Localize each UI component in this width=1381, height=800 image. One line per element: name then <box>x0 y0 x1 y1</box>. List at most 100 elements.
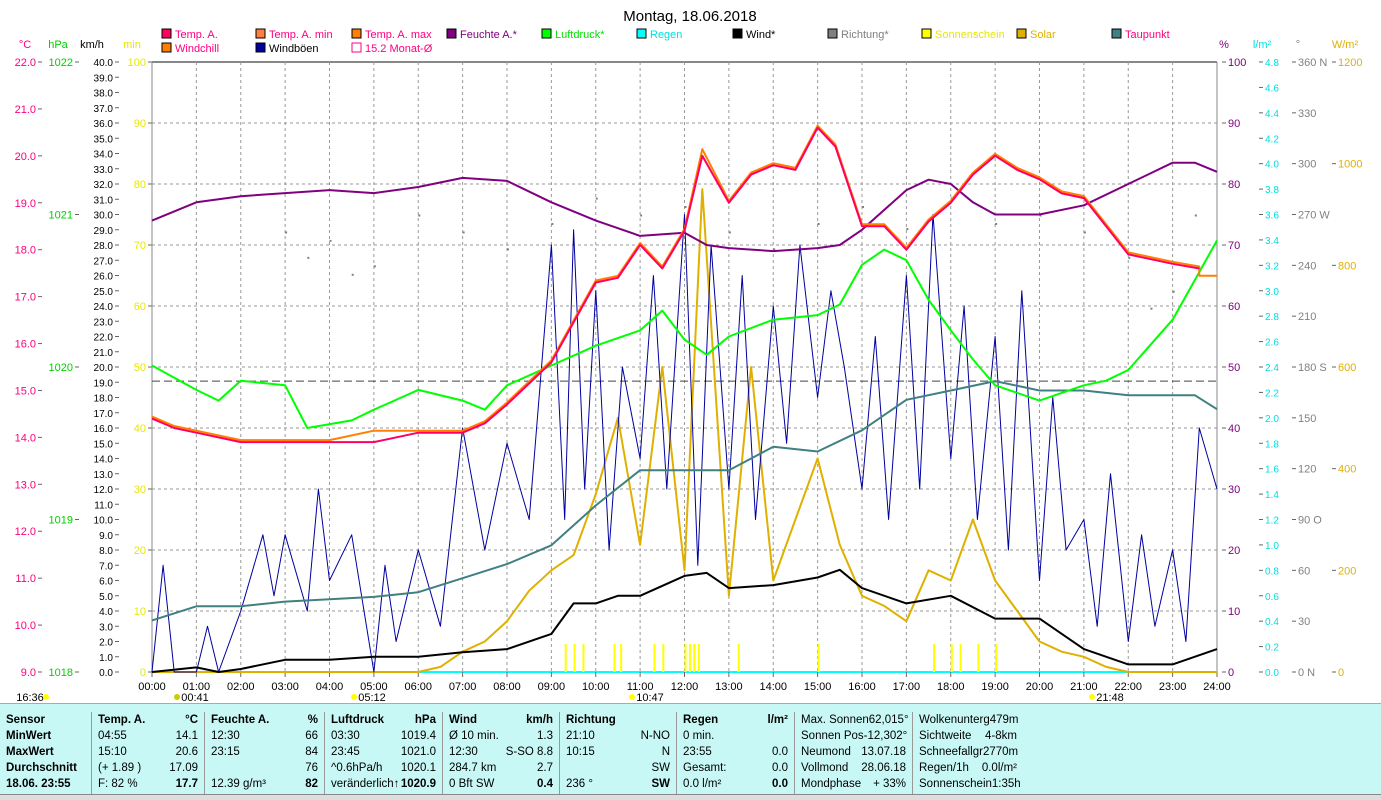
summary-row: Regen l/m² <box>683 712 788 728</box>
chart-title: Montag, 18.06.2018 <box>623 8 756 25</box>
axis-tick-label-temp: 19.0 <box>15 198 36 210</box>
axis-tick-label-min: 50 <box>134 362 146 374</box>
axis-tick-label-dir: 60 <box>1298 565 1310 577</box>
summary-row: Max. Sonnen 62,015° <box>801 712 909 728</box>
x-tick-label: 10:00 <box>582 681 610 693</box>
summary-cell: 12:30 <box>449 746 478 758</box>
axis-tick-label-min: 70 <box>134 240 146 252</box>
axis-tick-label-hum: 40 <box>1228 423 1240 435</box>
axis-tick-label-hum: 80 <box>1228 179 1240 191</box>
sunshine-bar <box>653 644 656 672</box>
x-tick-label: 14:00 <box>759 681 787 693</box>
summary-row: Mondphase + 33% <box>801 776 906 792</box>
summary-cell: 1020.1 <box>400 762 436 774</box>
axis-tick-label-wind: 3.0 <box>99 622 113 633</box>
axis-tick-label-hum: 90 <box>1228 118 1240 130</box>
x-tick-label: 13:00 <box>715 681 743 693</box>
axis-tick-label-wind: 37.0 <box>94 104 114 115</box>
direction-point <box>418 214 421 217</box>
summary-cell: 04:55 <box>98 730 127 742</box>
direction-point <box>1194 214 1197 217</box>
axis-tick-label-dir: 150 <box>1298 413 1316 425</box>
axis-tick-label-temp: 15.0 <box>15 385 36 397</box>
summary-cell: 0.0 l/m² <box>683 778 722 790</box>
axis-tick-label-solar: 1200 <box>1338 57 1362 69</box>
summary-cell: 479m <box>989 714 1019 726</box>
axis-tick-label-wind: 4.0 <box>99 607 113 618</box>
axis-tick-label-wind: 6.0 <box>99 577 113 588</box>
summary-cell: 20.6 <box>175 746 198 758</box>
summary-cell: 0 min. <box>683 730 715 742</box>
axis-tick-label-wind: 17.0 <box>94 409 114 420</box>
summary-row: 15:10 20.6 <box>98 744 198 760</box>
x-tick-label: 02:00 <box>227 681 255 693</box>
summary-cell: Neumond <box>801 746 851 758</box>
summary-cell: SW <box>651 778 670 790</box>
axis-tick-label-wind: 36.0 <box>94 119 114 130</box>
summary-cell: Vollmond <box>801 762 849 774</box>
summary-cell: Ø 10 min. <box>449 730 499 742</box>
axis-tick-label-wind: 13.0 <box>94 470 114 481</box>
summary-cell: 1019.4 <box>400 730 436 742</box>
axis-tick-label-wind: 24.0 <box>94 302 114 313</box>
sunshine-bar <box>995 644 998 672</box>
summary-cell: Gesamt: <box>683 762 727 774</box>
sunshine-bar <box>620 644 623 672</box>
summary-cell: 28.06.18 <box>861 762 906 774</box>
axis-tick-label-wind: 12.0 <box>94 485 114 496</box>
legend-label: Wind* <box>746 29 776 41</box>
axis-tick-label-wind: 14.0 <box>94 455 114 466</box>
summary-row: Wolkenunterg 479m <box>919 712 1019 728</box>
axis-tick-label-rain: 3.0 <box>1265 287 1279 298</box>
axis-tick-label-rain: 1.2 <box>1265 516 1279 527</box>
summary-cell: 2.7 <box>537 762 553 774</box>
x-tick-label: 23:00 <box>1159 681 1187 693</box>
legend-swatch <box>827 28 838 39</box>
sun-moon-icon <box>174 694 180 700</box>
summary-row: Sensor <box>6 712 85 728</box>
summary-column: Richtung 21:10 N-NO 10:15 N SW 236 ° SW <box>560 712 677 794</box>
sunshine-bar <box>662 644 665 672</box>
summary-cell: MinWert <box>6 730 52 742</box>
sunshine-bar <box>697 644 700 672</box>
axis-tick-label-hum: 0 <box>1228 667 1234 679</box>
axis-tick-label-wind: 9.0 <box>99 531 113 542</box>
direction-point <box>307 256 310 259</box>
sun-moon-time: 21:48 <box>1096 692 1124 703</box>
summary-column: Luftdruck hPa 03:30 1019.4 23:45 1021.0 ^0.6hP… <box>325 712 443 794</box>
axis-tick-label-wind: 33.0 <box>94 165 114 176</box>
summary-cell: 14.1 <box>175 730 198 742</box>
summary-row: Sichtweite 4-8km <box>919 728 1017 744</box>
direction-point <box>595 197 598 200</box>
summary-cell: Sensor <box>6 714 45 726</box>
summary-row: Feuchte A.% <box>211 712 318 728</box>
weather-chart: Montag, 18.06.2018 Temp. A. Temp. A. min T… <box>15 8 1363 703</box>
axis-tick-label-press: 1019 <box>49 515 73 527</box>
sun-moon-icon <box>629 694 635 700</box>
axis-tick-label-solar: 800 <box>1338 260 1356 272</box>
x-tick-label: 11:00 <box>627 681 654 693</box>
summary-row: Neumond 13.07.18 <box>801 744 906 760</box>
axis-tick-label-temp: 16.0 <box>15 339 36 351</box>
axis-tick-label-rain: 4.8 <box>1265 58 1279 69</box>
axis-tick-label-wind: 11.0 <box>94 500 113 511</box>
axis-tick-label-press: 1020 <box>49 362 73 374</box>
summary-cell: 03:30 <box>331 730 360 742</box>
axis-tick-label-press: 1022 <box>49 57 73 69</box>
x-tick-label: 20:00 <box>1026 681 1054 693</box>
axis-tick-label-hum: 10 <box>1228 606 1240 618</box>
axis-tick-label-rain: 3.6 <box>1265 211 1279 222</box>
legend-label: Richtung* <box>841 29 889 41</box>
summary-row: veränderlich↑ 1020.9 <box>331 776 436 792</box>
x-tick-label: 06:00 <box>404 681 432 693</box>
axis-tick-label-wind: 35.0 <box>94 134 114 145</box>
summary-cell: (+ 1.89 ) <box>98 762 142 774</box>
axis-tick-label-dir: 30 <box>1298 616 1310 628</box>
legend-label: Temp. A. max <box>365 29 432 41</box>
summary-cell: 1021.0 <box>400 746 436 758</box>
legend-swatch <box>351 28 362 39</box>
summary-cell: Luftdruck <box>331 714 385 726</box>
direction-point <box>551 222 554 225</box>
axis-tick-label-dir: 270 W <box>1298 210 1330 222</box>
summary-row: (+ 1.89 ) 17.09 <box>98 760 198 776</box>
